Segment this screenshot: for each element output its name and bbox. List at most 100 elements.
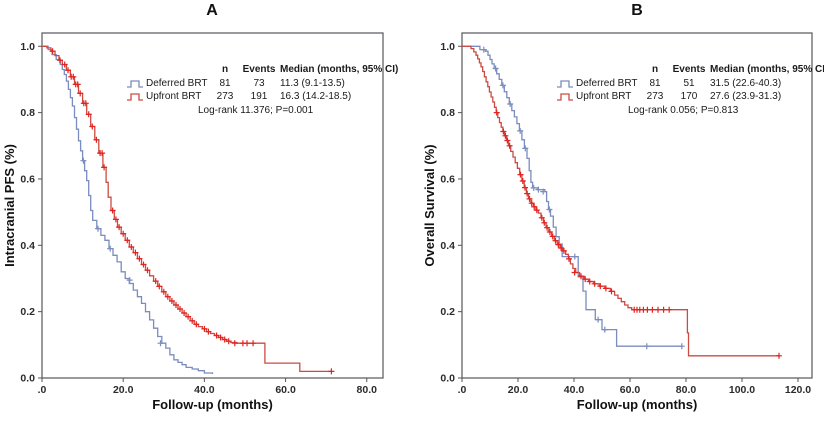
censor-mark-icon — [126, 277, 133, 284]
censor-mark-icon — [89, 123, 96, 130]
legend-series-events: 170 — [680, 91, 698, 102]
y-tick-label: 0.6 — [20, 173, 35, 185]
x-tick-label: 80.0 — [357, 384, 378, 396]
censor-mark-icon — [602, 285, 609, 292]
censor-mark-icon — [555, 241, 562, 248]
censor-mark-icon — [95, 225, 101, 232]
censor-mark-icon — [560, 247, 567, 254]
censor-mark-icon — [116, 224, 123, 231]
censor-mark-icon — [538, 214, 545, 221]
x-tick-label: .0 — [458, 384, 467, 396]
censor-mark-icon — [571, 253, 578, 260]
legend-series-events: 191 — [250, 91, 268, 102]
y-tick-label: 0.2 — [440, 306, 455, 318]
censor-mark-icon — [517, 171, 524, 178]
legend-symbol-path — [127, 93, 143, 101]
panel-a-title: A — [206, 2, 218, 19]
censor-mark-icon — [132, 249, 139, 256]
censor-mark-icon — [649, 306, 656, 313]
censor-mark-icon — [136, 255, 143, 262]
legend-series-n: 273 — [646, 91, 664, 102]
censor-mark-icon — [120, 230, 127, 237]
censor-mark-icon — [522, 145, 529, 152]
y-tick-label: 0.0 — [20, 373, 35, 385]
censor-mark-icon — [504, 137, 511, 144]
km-curve-deferred-brt — [42, 45, 214, 374]
y-axis-title: Overall Survival (%) — [422, 144, 437, 266]
censor-mark-icon — [85, 111, 92, 118]
censor-mark-icon — [244, 340, 250, 347]
censor-mark-icon — [201, 325, 208, 332]
legend-header-events: Events — [672, 64, 706, 75]
legend-series-events: 51 — [683, 77, 695, 89]
censor-mark-icon — [597, 283, 604, 290]
censor-mark-icon — [492, 65, 499, 72]
censor-mark-icon — [517, 127, 524, 134]
legend-symbol-path — [127, 80, 143, 88]
censor-mark-icon — [582, 276, 589, 283]
censor-mark-icon — [549, 233, 556, 240]
censor-mark-icon — [109, 207, 116, 214]
x-tick-label: 20.0 — [508, 384, 529, 396]
censor-mark-icon — [522, 184, 528, 191]
censor-mark-icon — [70, 73, 77, 80]
legend-series-name: Upfront BRT — [146, 91, 202, 102]
censor-mark-icon — [530, 184, 537, 191]
deferred-brt-step-line-icon — [126, 79, 144, 89]
censor-mark-icon — [93, 136, 100, 143]
deferred-brt-step-line-icon — [556, 79, 574, 89]
censor-mark-icon — [519, 178, 526, 184]
censor-mark-icon — [168, 298, 175, 304]
censor-mark-icon — [541, 219, 548, 226]
censor-mark-icon — [99, 150, 106, 157]
censor-mark-icon — [571, 269, 578, 276]
legend-header-median: Median (months, 95% CI) — [710, 64, 824, 75]
y-tick-label: 0.8 — [20, 107, 35, 119]
censor-mark-icon — [217, 334, 224, 341]
logrank-stat: Log-rank 0.056; P=0.813 — [628, 104, 739, 116]
legend-series-n: 273 — [216, 91, 234, 102]
x-tick-label: 40.0 — [194, 384, 215, 396]
legend-series-median: 31.5 (22.6-40.3) — [710, 77, 782, 89]
y-tick-label: 0.4 — [20, 240, 35, 252]
censor-mark-icon — [74, 81, 81, 88]
upfront-brt-step-line-icon — [556, 92, 574, 102]
censor-mark-icon — [152, 278, 159, 285]
x-axis-title: Follow-up (months) — [577, 397, 698, 412]
x-tick-label: 60.0 — [275, 384, 296, 396]
censor-mark-icon — [140, 261, 147, 268]
censor-mark-icon — [660, 306, 667, 313]
legend-series-name: Upfront BRT — [576, 91, 632, 102]
logrank-stat: Log-rank 11.376; P=0.001 — [198, 104, 314, 116]
censor-mark-icon — [177, 306, 183, 312]
censor-mark-icon — [678, 343, 685, 350]
censor-mark-icon — [500, 128, 507, 135]
censor-mark-icon — [156, 283, 163, 290]
censor-mark-icon — [533, 207, 540, 214]
legend-series-n: 81 — [649, 77, 661, 89]
x-tick-label: 100.0 — [729, 384, 755, 396]
censor-mark-icon — [205, 328, 212, 335]
y-tick-label: 0.8 — [440, 107, 455, 119]
censor-mark-icon — [552, 237, 559, 244]
censor-mark-icon — [225, 338, 232, 345]
censor-mark-icon — [77, 90, 84, 97]
censor-mark-icon — [643, 343, 650, 350]
censor-mark-icon — [776, 352, 782, 359]
legend-header-n: n — [221, 64, 229, 75]
censor-mark-icon — [231, 340, 238, 347]
legend-series-events: 73 — [253, 77, 265, 89]
censor-mark-icon — [666, 306, 673, 313]
x-axis-title: Follow-up (months) — [152, 397, 273, 412]
x-tick-label: 40.0 — [564, 384, 585, 396]
censor-mark-icon — [535, 186, 542, 193]
legend-header-events: Events — [242, 64, 276, 75]
panel-b-title: B — [631, 2, 643, 19]
y-tick-label: 0.0 — [440, 373, 455, 385]
censor-mark-icon — [164, 293, 171, 300]
censor-mark-icon — [185, 313, 192, 320]
censor-mark-icon — [591, 280, 598, 287]
y-tick-label: 0.6 — [440, 173, 455, 185]
censor-mark-icon — [480, 46, 487, 53]
